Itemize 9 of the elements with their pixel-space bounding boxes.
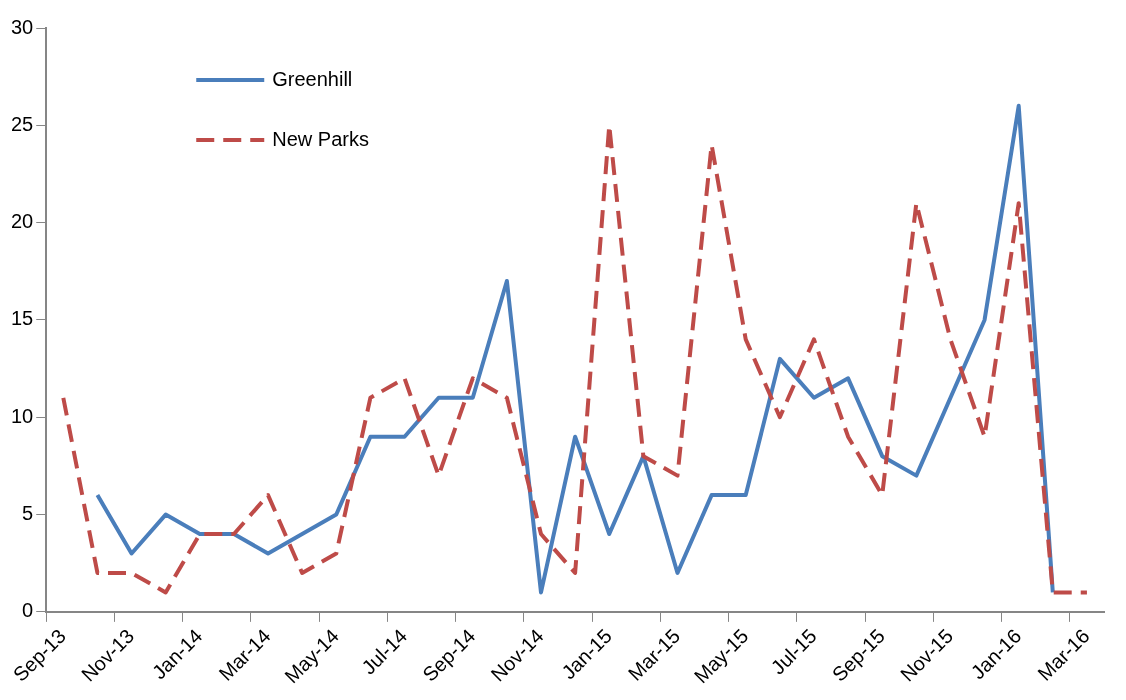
y-tick-label: 30 [11, 15, 34, 38]
y-tick-label: 0 [22, 599, 34, 622]
legend-label: Greenhill [272, 67, 353, 90]
y-tick-label: 20 [11, 210, 34, 233]
y-tick-label: 15 [11, 307, 34, 330]
y-tick-label: 5 [22, 502, 34, 525]
legend-label: New Parks [272, 127, 369, 150]
y-tick-label: 10 [11, 404, 34, 427]
y-tick-label: 25 [11, 112, 34, 135]
